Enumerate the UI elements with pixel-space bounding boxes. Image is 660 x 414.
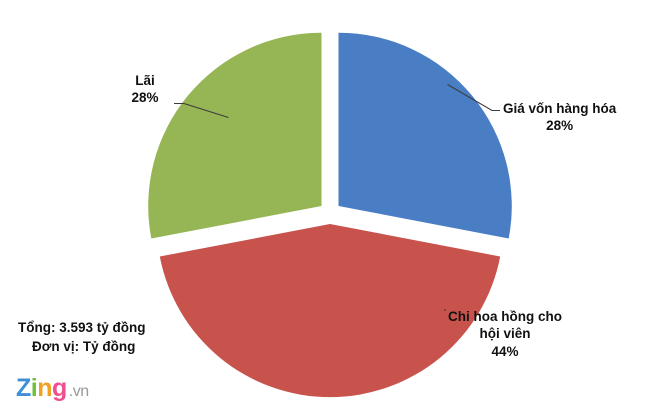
pie-slice-gia-von-hang-hoa[interactable]	[338, 32, 512, 239]
pie-label-lai-percent: 28%	[131, 90, 159, 106]
chart-total-label: Tổng: 3.593 tỷ đồng	[18, 320, 146, 335]
zing-vn-logo: Z i n g .vn	[16, 374, 89, 402]
logo-letter-n: n	[37, 374, 53, 402]
pie-label-gia-von-text: Giá vốn hàng hóa	[503, 101, 617, 116]
pie-label-gia-von-percent: 28%	[546, 118, 574, 134]
logo-letter-g: g	[52, 374, 67, 402]
logo-letter-z: Z	[16, 374, 31, 402]
pie-label-chi-hoa-hong-percent: 44%	[491, 343, 519, 359]
pie-label-chi-hoa-hong-line2: hội viên	[479, 326, 531, 342]
chart-summary: Tổng: 3.593 tỷ đồng Đơn vị: Tỷ đồng	[18, 318, 146, 356]
pie-label-lai: Lãi 28%	[117, 72, 173, 107]
pie-label-chi-hoa-hong-cho-hoi-vien: Chi hoa hồng cho hội viên 44%	[448, 308, 562, 360]
leader-line-lai	[174, 102, 229, 119]
leader-line-gia-von-hang-hoa	[447, 84, 500, 112]
pie-label-chi-hoa-hong-line1: Chi hoa hồng cho	[448, 309, 562, 324]
logo-letter-i: i	[30, 374, 38, 402]
chart-unit-label: Đơn vị: Tỷ đồng	[32, 339, 136, 355]
pie-label-gia-von-hang-hoa: Giá vốn hàng hóa 28%	[503, 100, 616, 135]
pie-label-lai-text: Lãi	[135, 73, 155, 88]
logo-domain-suffix: .vn	[68, 383, 89, 400]
pie-slice-lai[interactable]	[148, 32, 322, 239]
pie-slice-chi-hoa-hong-cho-hoi-vien[interactable]	[159, 224, 501, 398]
